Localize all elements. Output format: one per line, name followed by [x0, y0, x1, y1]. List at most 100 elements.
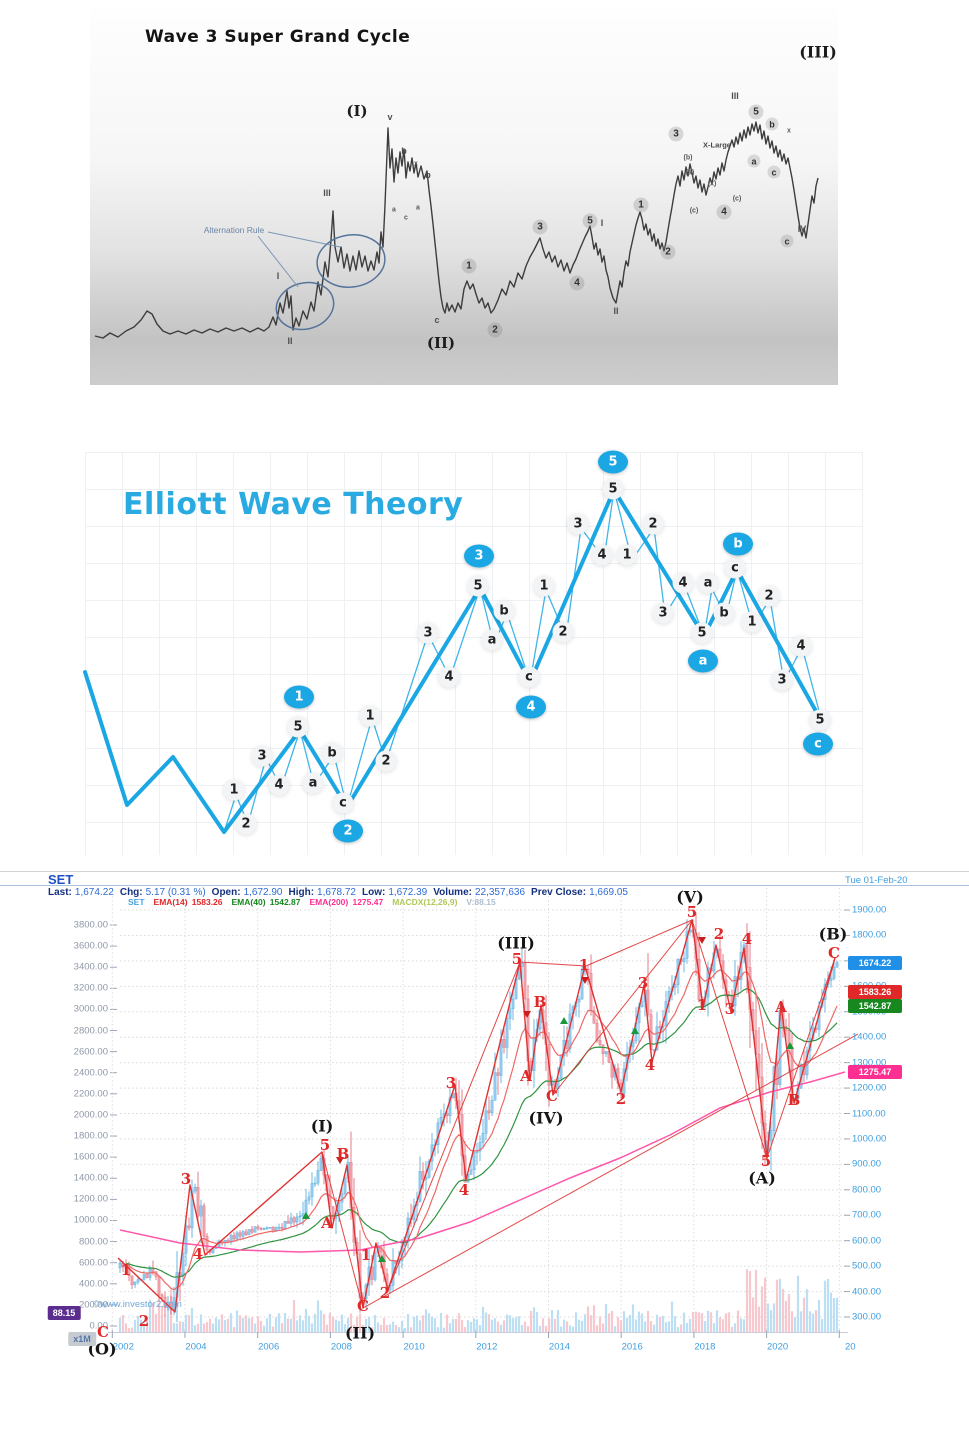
- wave-point-label: 2: [552, 621, 574, 643]
- wave-point-label: c: [332, 792, 354, 814]
- elliott-wave-label: 1: [578, 956, 590, 974]
- top-wave-label: I: [276, 271, 280, 281]
- right-axis-label: 600.00: [852, 1235, 882, 1247]
- legend-item: SET: [128, 897, 145, 907]
- top-wave-label: (c): [732, 195, 742, 203]
- top-wave-label: 3: [532, 219, 548, 235]
- right-axis-label: 900.00: [852, 1158, 882, 1170]
- wave-point-label: b: [321, 742, 343, 764]
- elliott-degree-label: (B): [818, 924, 848, 944]
- elliott-wave-label: 5: [760, 1152, 772, 1170]
- year-label: 2012: [476, 1341, 498, 1353]
- top-wave-label: IV: [797, 224, 807, 234]
- bottom-chart-header-divider: [0, 885, 969, 886]
- left-axis-label: 3400.00: [73, 961, 108, 973]
- elliott-wave-label: 2: [138, 1312, 150, 1330]
- left-axis-label: 2000.00: [73, 1109, 108, 1121]
- elliott-wave-label: B: [787, 1091, 801, 1109]
- left-axis-label: 1200.00: [73, 1193, 108, 1205]
- wave-point-label: 3: [417, 622, 439, 644]
- quote-value: 1,672.39: [388, 887, 428, 898]
- elliott-wave-label: 3: [637, 974, 649, 992]
- right-axis-label: 1900.00: [852, 904, 887, 916]
- left-axis-label: 2800.00: [73, 1025, 108, 1037]
- elliott-wave-label: 2: [713, 925, 725, 943]
- quote-value: 1,674.22: [74, 887, 114, 898]
- legend-item: MACDX(12,26,9): [392, 897, 458, 907]
- top-wave-label: c: [767, 165, 781, 179]
- price-badge: 1542.87: [848, 999, 902, 1013]
- right-axis-label: 1200.00: [852, 1082, 887, 1094]
- wave-degree-badge: 4: [516, 695, 546, 719]
- wave-point-label: 2: [642, 513, 664, 535]
- elliott-wave-label: B: [533, 993, 547, 1011]
- quote-label: Prev Close:: [531, 887, 587, 898]
- top-wave-label: 5: [582, 213, 598, 229]
- left-axis-label: 3200.00: [73, 982, 108, 994]
- wave-point-label: 4: [591, 544, 613, 566]
- elliott-wave-label: 1: [120, 1261, 132, 1279]
- elliott-degree-label: (A): [748, 1168, 776, 1188]
- wave-point-label: 5: [691, 622, 713, 644]
- top-wave-label: c: [404, 214, 408, 222]
- wave-point-label: 3: [652, 602, 674, 624]
- top-wave-label: (II): [426, 334, 456, 352]
- wave-degree-badge: c: [803, 732, 833, 756]
- bottom-chart-top-border: [0, 871, 969, 872]
- wave-point-label: 1: [533, 575, 555, 597]
- wave-point-label: 1: [741, 611, 763, 633]
- right-axis-label: 1800.00: [852, 929, 887, 941]
- alternation-rule-annotation: Alternation Rule: [203, 225, 265, 235]
- elliott-wave-label: C: [828, 944, 840, 962]
- price-badge: 1275.47: [848, 1065, 902, 1079]
- left-axis-label: 3800.00: [73, 919, 108, 931]
- left-axis-label: 400.00: [78, 1278, 108, 1290]
- wave-point-label: 2: [235, 813, 257, 835]
- top-wave-label: II: [613, 306, 619, 316]
- year-label: 2020: [767, 1341, 789, 1353]
- left-axis-label: 600.00: [78, 1257, 108, 1269]
- right-axis-label: 1100.00: [852, 1108, 886, 1119]
- wave-point-label: 3: [771, 669, 793, 691]
- wave-degree-badge: 2: [333, 819, 363, 843]
- right-axis-label: 1300.00: [852, 1057, 887, 1069]
- quote-value: 1,678.72: [317, 887, 356, 898]
- top-wave-label: 1: [461, 258, 477, 274]
- wave-point-label: c: [724, 557, 746, 579]
- wave-point-label: 4: [268, 774, 290, 796]
- wave-point-label: a: [302, 772, 324, 794]
- wave-point-label: c: [518, 666, 540, 688]
- wave-degree-badge: a: [688, 649, 718, 673]
- top-wave-label: 2: [487, 322, 503, 338]
- elliott-wave-label: 2: [379, 1284, 391, 1302]
- top-wave-label: II: [287, 336, 293, 346]
- wave-point-label: b: [493, 600, 515, 622]
- legend-item: EMA(200) 1275.47: [309, 897, 384, 907]
- quote-label: Low:: [361, 887, 386, 898]
- wave-point-label: a: [481, 629, 503, 651]
- top-wave-label: c: [780, 234, 794, 248]
- top-wave-label: X-Large: [703, 140, 731, 150]
- elliott-degree-label: (II): [344, 1323, 376, 1343]
- top-wave-label: (b): [683, 154, 693, 162]
- year-label: 2006: [258, 1341, 280, 1353]
- elliott-degree-label: (I): [310, 1116, 334, 1136]
- elliott-wave-label: 3: [724, 1000, 736, 1018]
- wave-point-label: 4: [790, 635, 812, 657]
- quote-label: Last:: [48, 887, 72, 898]
- left-axis-label: 200.00: [78, 1299, 108, 1311]
- top-wave-label: b: [765, 117, 779, 131]
- wave-degree-badge: 3: [464, 544, 494, 568]
- elliott-wave-label: A: [775, 998, 787, 1016]
- left-axis-label: 2200.00: [73, 1088, 108, 1100]
- year-label: 2014: [548, 1341, 571, 1353]
- top-wave-label: III: [731, 91, 739, 101]
- right-axis-label: 700.00: [852, 1209, 882, 1221]
- wave-point-label: b: [713, 602, 735, 624]
- year-label: 2010: [403, 1341, 425, 1353]
- top-wave-label: III: [323, 188, 331, 198]
- wave-point-label: a: [697, 572, 719, 594]
- left-axis-badge: x1M: [68, 1332, 96, 1346]
- indicator-legend: SET EMA(14) 1583.26 EMA(40) 1542.87 EMA(200…: [128, 897, 505, 907]
